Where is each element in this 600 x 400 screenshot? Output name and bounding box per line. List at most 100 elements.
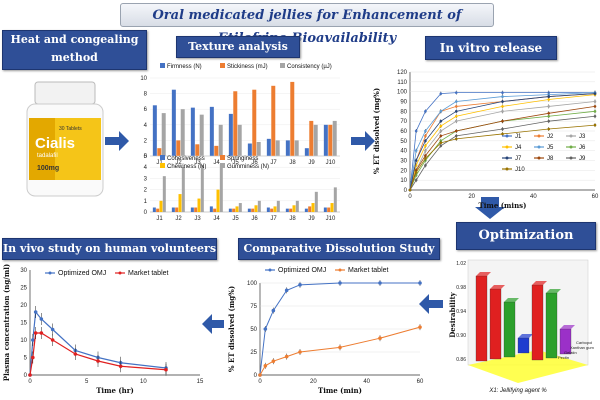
y-tick-label: 50 [400, 139, 407, 145]
bottle-generic: tadalafil [37, 153, 58, 159]
bar [228, 208, 232, 212]
y-tick-label: 3 [144, 176, 148, 182]
bar [256, 141, 261, 156]
y-tick-label: 100 [397, 90, 408, 96]
x-tick-label: J3 [194, 160, 201, 166]
y-tick-label: 70 [400, 119, 407, 125]
bar-top [518, 334, 533, 338]
data-point [418, 325, 422, 329]
y-tick-label: 4 [144, 123, 148, 129]
legend-marker [505, 134, 509, 138]
data-point [408, 188, 412, 192]
x-tick-label: 60 [592, 194, 599, 200]
data-point [593, 92, 597, 95]
data-point [263, 364, 268, 368]
x-tick-label: J2 [175, 216, 182, 222]
bar-top [490, 285, 505, 289]
data-point [96, 359, 100, 363]
data-point [338, 281, 342, 285]
y-tick-label: 1.02 [456, 261, 466, 267]
bar [218, 124, 223, 156]
floor-surface [468, 350, 588, 383]
y-tick-label: 30 [400, 159, 407, 165]
bar [257, 200, 261, 212]
legend-marker [569, 145, 573, 149]
bar [503, 301, 516, 358]
data-point [378, 281, 382, 285]
x-tick-label: J6 [251, 216, 258, 222]
bar [197, 198, 201, 212]
legend-marker [569, 134, 573, 138]
y-axis-label: Desirability [448, 291, 457, 337]
data-point [454, 137, 458, 141]
data-point [424, 110, 427, 113]
data-point [31, 338, 35, 342]
legend-label: Optimized OMJ [58, 270, 106, 277]
arrow-right-2-icon [351, 131, 375, 151]
x-axis-label: X1: Jellifying agent % [488, 388, 547, 394]
data-point [414, 159, 418, 162]
bar [171, 207, 175, 212]
legend-swatch [280, 63, 285, 68]
data-point [33, 331, 38, 335]
data-point [501, 110, 504, 113]
data-point [593, 110, 597, 113]
data-point [118, 364, 123, 369]
x-tick-label: 15 [197, 379, 204, 385]
arrow-right-1-icon [105, 131, 129, 151]
bar [235, 206, 239, 212]
data-point [593, 105, 597, 108]
optimization-chart: 0.86 0.90 0.94 0.98 1.02 Desirability X1: Jell… [448, 259, 594, 394]
x-tick-label: 40 [530, 194, 537, 200]
y-tick-label: 0 [144, 210, 148, 216]
data-point [454, 100, 458, 103]
bar [195, 144, 200, 156]
bar [275, 140, 280, 156]
data-point [454, 114, 458, 118]
y-tick-label: 20 [400, 168, 407, 174]
legend-marker [537, 145, 541, 149]
header-optimization: Optimization [456, 222, 596, 250]
x-axis-label: Time (hr) [96, 386, 134, 395]
x-tick-label: J7 [270, 160, 277, 166]
y-tick-label: 50 [250, 327, 257, 333]
bar [314, 191, 318, 212]
series-line [259, 282, 420, 376]
y-tick-label: 0.94 [456, 309, 466, 315]
bar [175, 207, 179, 212]
legend-label: Cohesiveness [167, 156, 205, 162]
data-point [258, 373, 262, 377]
data-point [547, 95, 551, 98]
bar [162, 176, 166, 212]
data-point [338, 345, 342, 350]
series-line [409, 93, 596, 191]
data-point [454, 91, 458, 94]
data-point [424, 164, 427, 167]
data-point [439, 129, 443, 133]
legend-label: J4 [515, 145, 522, 151]
bar [311, 203, 315, 212]
y-tick-label: 75 [250, 304, 257, 310]
data-point [31, 355, 35, 360]
bar [489, 288, 502, 360]
data-point [418, 281, 422, 285]
bar [247, 208, 251, 212]
legend-marker [118, 271, 122, 275]
bar [152, 105, 157, 156]
bar-top [546, 289, 561, 293]
x-tick-label: 5 [85, 379, 89, 385]
medicine-bottle-image: 30 Tablets Cialis tadalafil 100mg [26, 81, 104, 197]
data-point [263, 327, 268, 331]
y-tick-label: 10 [400, 178, 407, 184]
bar-top [504, 298, 519, 302]
legend-marker [338, 268, 342, 272]
bar [309, 120, 314, 156]
bar [289, 208, 293, 212]
in-vivo-chart: 0 5 10 15 0 5 10 15 20 25 30 Time (hr) Plasma concen… [2, 264, 204, 395]
y-tick-label: 20 [20, 303, 27, 309]
category-label: Carbopol [576, 340, 592, 345]
y-tick-label: 2 [144, 188, 148, 194]
data-point [424, 154, 427, 157]
data-point [284, 288, 289, 293]
